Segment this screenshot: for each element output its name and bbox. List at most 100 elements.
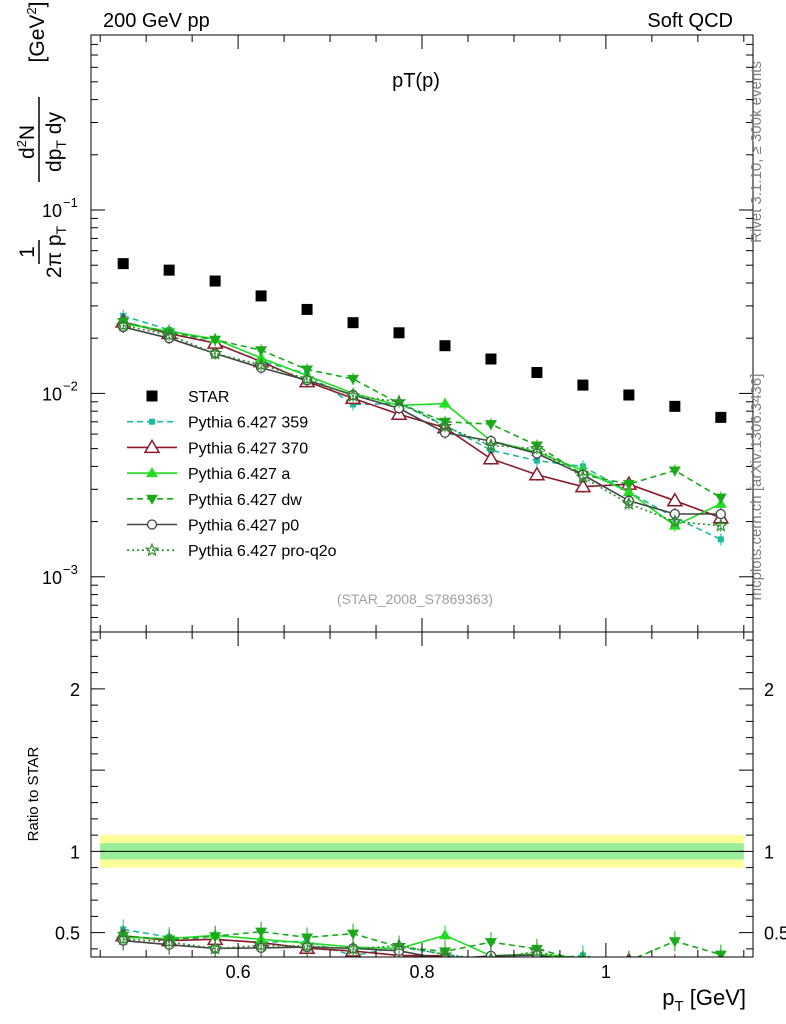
ratio-point-shape: [622, 956, 635, 957]
ratio-point: [623, 960, 635, 970]
star-point: [347, 317, 359, 329]
ratio-point: [624, 966, 633, 975]
ratio-point: [253, 937, 269, 952]
ratio-point: [391, 937, 407, 952]
x-tick-label: 0.6: [226, 962, 251, 982]
ratio-point-shape: [437, 947, 453, 957]
legend-label: Pythia 6.427 dw: [188, 492, 302, 509]
ratio-y-axis-label: Ratio to STAR: [25, 746, 42, 841]
x-tick-label: 0.8: [409, 962, 434, 982]
x-axis-label-unit: [GeV]: [684, 985, 746, 1010]
data-point-shape: [713, 518, 729, 532]
data-point: [350, 401, 357, 408]
data-point: [438, 397, 451, 408]
legend-label: Pythia 6.427 359: [188, 415, 308, 432]
data-point-shape: [347, 374, 360, 385]
data-point: [621, 496, 637, 511]
star-point-shape: [117, 258, 129, 270]
data-point: [668, 466, 681, 477]
analysis-tag: (STAR_2008_S7869363): [337, 591, 493, 607]
ratio-point-shape: [668, 937, 681, 948]
ratio-point-shape: [582, 954, 584, 957]
data-point: [437, 418, 453, 433]
legend-entry: Pythia 6.427 dw: [127, 492, 302, 509]
data-point: [253, 357, 269, 372]
main-panel-series: [114, 309, 730, 546]
data-point-shape: [209, 335, 222, 346]
legend-marker-shape: [144, 542, 160, 557]
ratio-point: [488, 959, 494, 965]
legend-label: STAR: [188, 389, 229, 406]
data-point: [667, 513, 683, 528]
star-point: [669, 400, 681, 412]
star-point-shape: [715, 411, 727, 423]
svg-text:1: 1: [16, 246, 39, 258]
data-point-shape: [622, 485, 635, 496]
star-point-shape: [209, 275, 221, 287]
data-point: [482, 450, 500, 465]
ratio-point-shape: [669, 972, 681, 982]
star-point-shape: [163, 264, 175, 276]
x-tick-label: 1: [601, 962, 611, 982]
rivet-label: Rivet 3.1.10, ≥ 300k events: [748, 61, 765, 243]
data-point-shape: [482, 450, 500, 465]
data-point-shape: [714, 493, 727, 504]
ratio-point: [529, 943, 545, 957]
data-point: [529, 440, 545, 455]
data-point-shape: [253, 357, 269, 372]
legend-marker: [149, 418, 155, 425]
data-point: [533, 457, 540, 464]
ratio-point-shape: [391, 937, 407, 952]
legend-marker: [146, 390, 158, 402]
ratio-point-shape: [669, 970, 681, 981]
ratio-uncertainty-band: [100, 835, 744, 868]
y-tick-label-ratio: 1: [70, 842, 80, 862]
y-tick-label-ratio-right: 0.5: [764, 924, 786, 944]
ratio-point: [255, 927, 268, 938]
star-point-shape: [255, 290, 267, 302]
ratio-point: [582, 954, 584, 957]
ratio-point-shape: [670, 967, 679, 976]
svg-text:2π pT: 2π pT: [43, 225, 69, 278]
ratio-point: [668, 937, 681, 948]
star-point-shape: [347, 317, 359, 329]
legend-marker: [146, 467, 158, 478]
legend-marker-shape: [149, 418, 155, 425]
ratio-point-shape: [438, 929, 451, 940]
star-point-shape: [577, 379, 589, 391]
ratio-point: [715, 966, 726, 977]
ratio-point-shape: [161, 934, 177, 949]
ratio-point: [579, 956, 586, 957]
data-point: [115, 317, 131, 332]
star-point-shape: [485, 353, 497, 365]
star-point: [531, 367, 543, 379]
star-point: [301, 303, 313, 315]
ratio-point: [207, 940, 223, 955]
data-point: [299, 371, 315, 386]
x-axis-label: pT [GeV]: [662, 985, 746, 1015]
y-tick-label-main: 10: [42, 201, 62, 221]
data-point-shape: [715, 508, 726, 520]
star-point: [163, 264, 175, 276]
ratio-point: [718, 976, 724, 982]
ratio-point-shape: [209, 932, 222, 943]
ratio-point: [437, 947, 453, 957]
data-point: [209, 335, 222, 346]
ratio-point: [161, 934, 177, 949]
legend: STAR Pythia 6.427 359 Pythia 6.427 370 Pyth…: [127, 389, 337, 560]
star-point: [485, 353, 497, 365]
y-tick-label-main-exp: −3: [63, 562, 78, 577]
data-point-shape: [115, 317, 131, 332]
star-point: [577, 379, 589, 391]
mcplots-label: mcplots.cern.ch [arXiv:1306.3436]: [748, 374, 765, 601]
star-point-shape: [531, 367, 543, 379]
ratio-point-shape: [674, 955, 676, 957]
star-point-shape: [439, 340, 451, 352]
star-data-points: [117, 258, 727, 423]
data-point: [666, 492, 684, 507]
legend-marker-shape: [146, 494, 158, 505]
data-point: [714, 493, 727, 504]
ratio-point-shape: [115, 931, 131, 946]
ratio-point-shape: [207, 940, 223, 955]
data-point: [391, 394, 407, 408]
